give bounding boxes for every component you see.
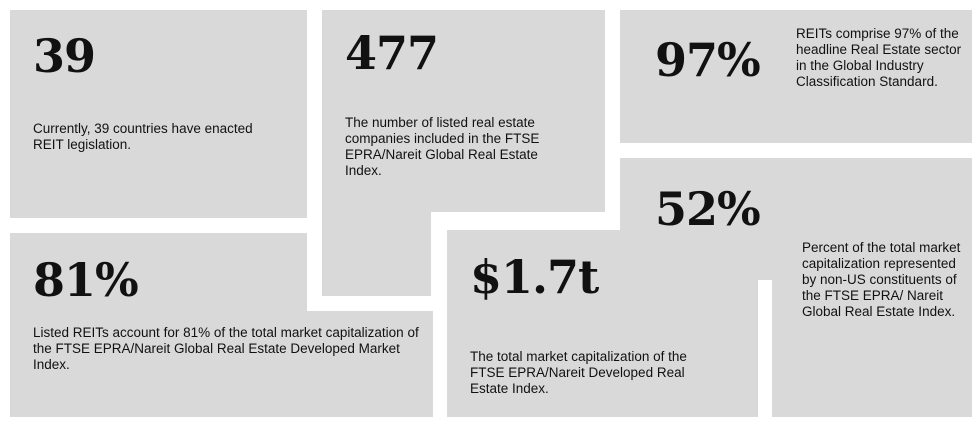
stat-card-companies-extension (322, 210, 431, 296)
stat-value: 81% (33, 253, 139, 307)
stat-value: 52% (655, 182, 761, 236)
stat-card-countries (10, 10, 307, 218)
stat-description: REITs comprise 97% of the headline Real … (796, 26, 962, 89)
stat-value: 477 (345, 26, 439, 80)
stat-description: Currently, 39 countries have enacted REI… (33, 121, 253, 152)
stat-card-non-us-extension (772, 278, 972, 417)
stat-description: The number of listed real estate compani… (345, 115, 540, 178)
stat-card-developed-share (10, 233, 307, 417)
stat-value: $1.7t (470, 250, 599, 304)
stat-card-companies (322, 10, 605, 212)
stat-card-market-cap (447, 230, 758, 417)
stat-description: The total market capitalization of the F… (470, 349, 687, 396)
stat-card-developed-share-extension (305, 311, 433, 417)
stat-card-gics (620, 10, 972, 143)
stat-description: Listed REITs account for 81% of the tota… (33, 325, 419, 372)
stat-description: Percent of the total market capitalizati… (802, 240, 961, 319)
stat-value: 97% (655, 33, 761, 87)
stat-value: 39 (33, 29, 96, 83)
